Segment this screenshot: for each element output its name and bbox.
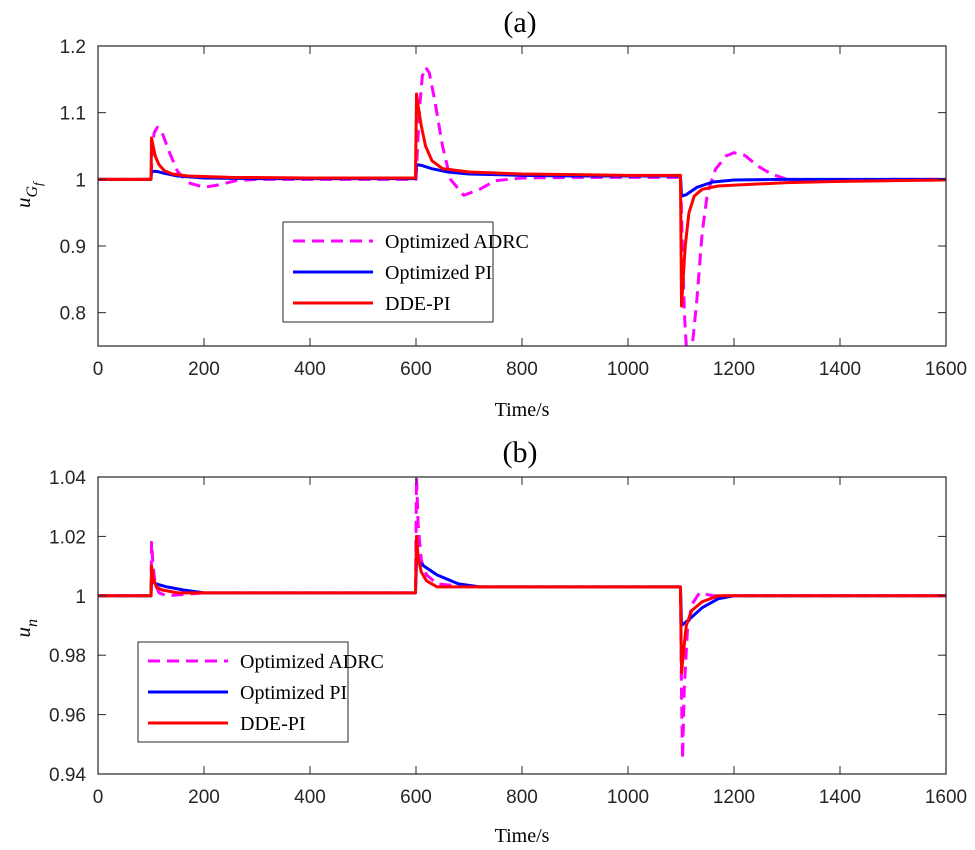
x-axis-label: Time/s [495, 399, 550, 421]
y-axis-label: uGf [11, 180, 45, 208]
y-tick-label: 0.94 [49, 765, 86, 786]
y-tick-label: 1.02 [49, 527, 86, 548]
x-tick-label: 1000 [607, 787, 649, 808]
x-tick-label: 400 [294, 787, 326, 808]
series-group [98, 477, 946, 761]
series-group [98, 65, 946, 346]
x-tick-label: 600 [400, 787, 432, 808]
x-tick-label: 0 [93, 359, 104, 380]
series-line-dde-pi [98, 534, 946, 675]
x-tick-label: 1200 [713, 787, 755, 808]
y-tick-label: 0.96 [49, 706, 86, 727]
y-tick-label: 1.04 [49, 468, 86, 489]
y-tick-label: 1 [75, 170, 86, 191]
chart-panel-a: 0 200 400 600 800 1000 1200 1400 1600 0.8 0.9 1 1.1 1… [11, 6, 967, 421]
y-tick-label: 1.1 [60, 104, 86, 125]
x-axis-label: Time/s [495, 825, 550, 847]
series-line-optimized-pi [98, 558, 946, 627]
chart-title: (a) [503, 6, 536, 39]
x-tick-label: 1400 [819, 787, 861, 808]
x-tick-label: 800 [506, 787, 538, 808]
y-tick-label: 1 [75, 587, 86, 608]
plot-area [98, 46, 946, 346]
x-tick-label: 1000 [607, 359, 649, 380]
legend-label: Optimized ADRC [240, 651, 384, 673]
series-line-optimized-adrc [98, 65, 946, 346]
legend-label: Optimized ADRC [385, 231, 529, 253]
y-tick-label: 0.98 [49, 646, 86, 667]
legend-label: DDE-PI [240, 713, 306, 735]
legend-label: DDE-PI [385, 293, 451, 315]
x-tick-label: 1600 [925, 359, 967, 380]
legend-label: Optimized PI [240, 682, 347, 704]
y-tick-label: 0.8 [60, 304, 86, 325]
chart-panel-b: 0 200 400 600 800 1000 1200 1400 1600 0.94 0.96 0.9… [11, 436, 967, 847]
x-tick-label: 1600 [925, 787, 967, 808]
legend-label: Optimized PI [385, 262, 492, 284]
x-tick-label: 600 [400, 359, 432, 380]
x-tick-label: 200 [188, 359, 220, 380]
chart-title: (b) [503, 436, 538, 469]
y-tick-label: 0.9 [60, 237, 86, 258]
x-tick-label: 1200 [713, 359, 755, 380]
x-tick-label: 0 [93, 787, 104, 808]
y-tick-label: 1.2 [60, 37, 86, 58]
y-axis-label: un [11, 619, 41, 638]
x-tick-label: 800 [506, 359, 538, 380]
series-line-dde-pi [98, 92, 946, 308]
legend: Optimized ADRC Optimized PI DDE-PI [137, 641, 384, 743]
x-tick-label: 200 [188, 787, 220, 808]
x-tick-label: 400 [294, 359, 326, 380]
x-tick-label: 1400 [819, 359, 861, 380]
legend: Optimized ADRC Optimized PI DDE-PI [282, 221, 529, 323]
